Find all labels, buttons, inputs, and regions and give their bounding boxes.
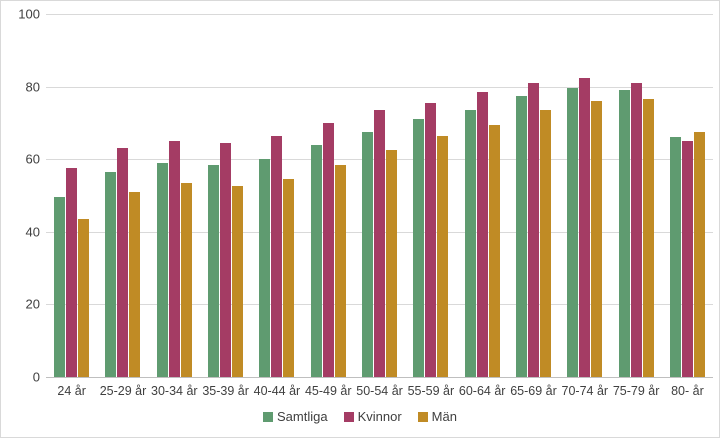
x-axis: 24 år 25-29 år 30-34 år 35-39 år 40-44 år 45-… — [46, 384, 713, 398]
x-tick-label: 35-39 år — [202, 384, 249, 398]
x-tick-label: 25-29 år — [99, 384, 147, 398]
bar-män — [488, 124, 500, 377]
x-tick-label: 60-64 år — [458, 384, 506, 398]
bar-samtliga — [259, 159, 271, 377]
x-tick-label: 75-79 år — [612, 384, 660, 398]
x-tick-label: 30-34 år — [151, 384, 198, 398]
bar-män — [437, 135, 449, 377]
legend-item: Samtliga — [263, 409, 328, 424]
bar-män — [642, 99, 654, 377]
legend-label: Samtliga — [277, 409, 328, 424]
bar-män — [693, 131, 705, 377]
bar-män — [232, 186, 244, 377]
bar-group — [97, 14, 148, 377]
x-tick-label: 40-44 år — [253, 384, 301, 398]
x-tick-label: 50-54 år — [356, 384, 403, 398]
y-tick-label: 60 — [25, 151, 40, 167]
bar-group — [354, 14, 405, 377]
bar-samtliga — [54, 197, 66, 377]
bar-kvinnor — [630, 82, 642, 377]
bar-group — [457, 14, 508, 377]
bar-kvinnor — [322, 122, 334, 377]
x-tick-label: 55-59 år — [407, 384, 455, 398]
bar-kvinnor — [374, 110, 386, 377]
legend-label: Kvinnor — [357, 409, 402, 424]
bar-kvinnor — [425, 102, 437, 377]
bar-samtliga — [618, 90, 630, 377]
legend-swatch-icon — [343, 411, 354, 422]
gridline — [46, 86, 713, 88]
bar-män — [283, 179, 295, 377]
bar-kvinnor — [220, 142, 232, 377]
y-tick-label: 40 — [25, 224, 40, 240]
bars-row — [46, 14, 713, 377]
gridline — [46, 14, 713, 15]
bar-samtliga — [310, 144, 322, 377]
y-tick-label: 80 — [25, 79, 40, 95]
x-tick-label: 45-49 år — [304, 384, 352, 398]
bar-group — [508, 14, 559, 377]
bar-kvinnor — [527, 82, 539, 377]
bar-män — [591, 101, 603, 377]
x-tick-label: 80- år — [671, 384, 704, 398]
legend: Samtliga Kvinnor Män — [1, 409, 719, 424]
bar-samtliga — [567, 88, 579, 377]
bar-män — [180, 182, 192, 377]
bar-kvinnor — [66, 168, 78, 377]
bar-män — [334, 164, 346, 377]
bar-samtliga — [105, 171, 117, 377]
bar-group — [200, 14, 251, 377]
x-tick-label: 70-74 år — [561, 384, 609, 398]
bar-samtliga — [362, 131, 374, 377]
bar-group — [251, 14, 302, 377]
legend-swatch-icon — [263, 411, 274, 422]
bar-män — [129, 191, 141, 377]
bar-kvinnor — [476, 92, 488, 377]
y-tick-label: 100 — [18, 6, 40, 22]
x-tick-label: 24 år — [57, 384, 86, 398]
legend-item: Kvinnor — [343, 409, 402, 424]
legend-swatch-icon — [417, 411, 428, 422]
bar-män — [78, 219, 90, 377]
bar-group — [405, 14, 456, 377]
x-axis-line — [46, 377, 713, 378]
plot-area — [46, 14, 713, 378]
legend-item: Män — [417, 409, 457, 424]
bar-group — [303, 14, 354, 377]
bar-kvinnor — [681, 141, 693, 377]
bar-kvinnor — [271, 135, 283, 377]
bar-män — [386, 150, 398, 377]
bar-kvinnor — [117, 148, 129, 377]
legend-label: Män — [431, 409, 457, 424]
bar-samtliga — [208, 164, 220, 377]
bar-samtliga — [156, 162, 168, 377]
bar-samtliga — [464, 110, 476, 377]
bar-män — [539, 110, 551, 377]
bar-group — [559, 14, 610, 377]
y-tick-label: 0 — [32, 369, 40, 385]
bar-kvinnor — [168, 141, 180, 377]
bar-group — [662, 14, 713, 377]
bar-samtliga — [669, 137, 681, 377]
y-tick-label: 20 — [25, 296, 40, 312]
bar-group — [610, 14, 661, 377]
bar-group — [46, 14, 97, 377]
bar-samtliga — [515, 95, 527, 377]
y-axis: 0 20 40 60 80 100 — [1, 7, 40, 385]
bar-samtliga — [413, 119, 425, 377]
bar-kvinnor — [579, 77, 591, 377]
bar-group — [149, 14, 200, 377]
x-tick-label: 65-69 år — [510, 384, 557, 398]
